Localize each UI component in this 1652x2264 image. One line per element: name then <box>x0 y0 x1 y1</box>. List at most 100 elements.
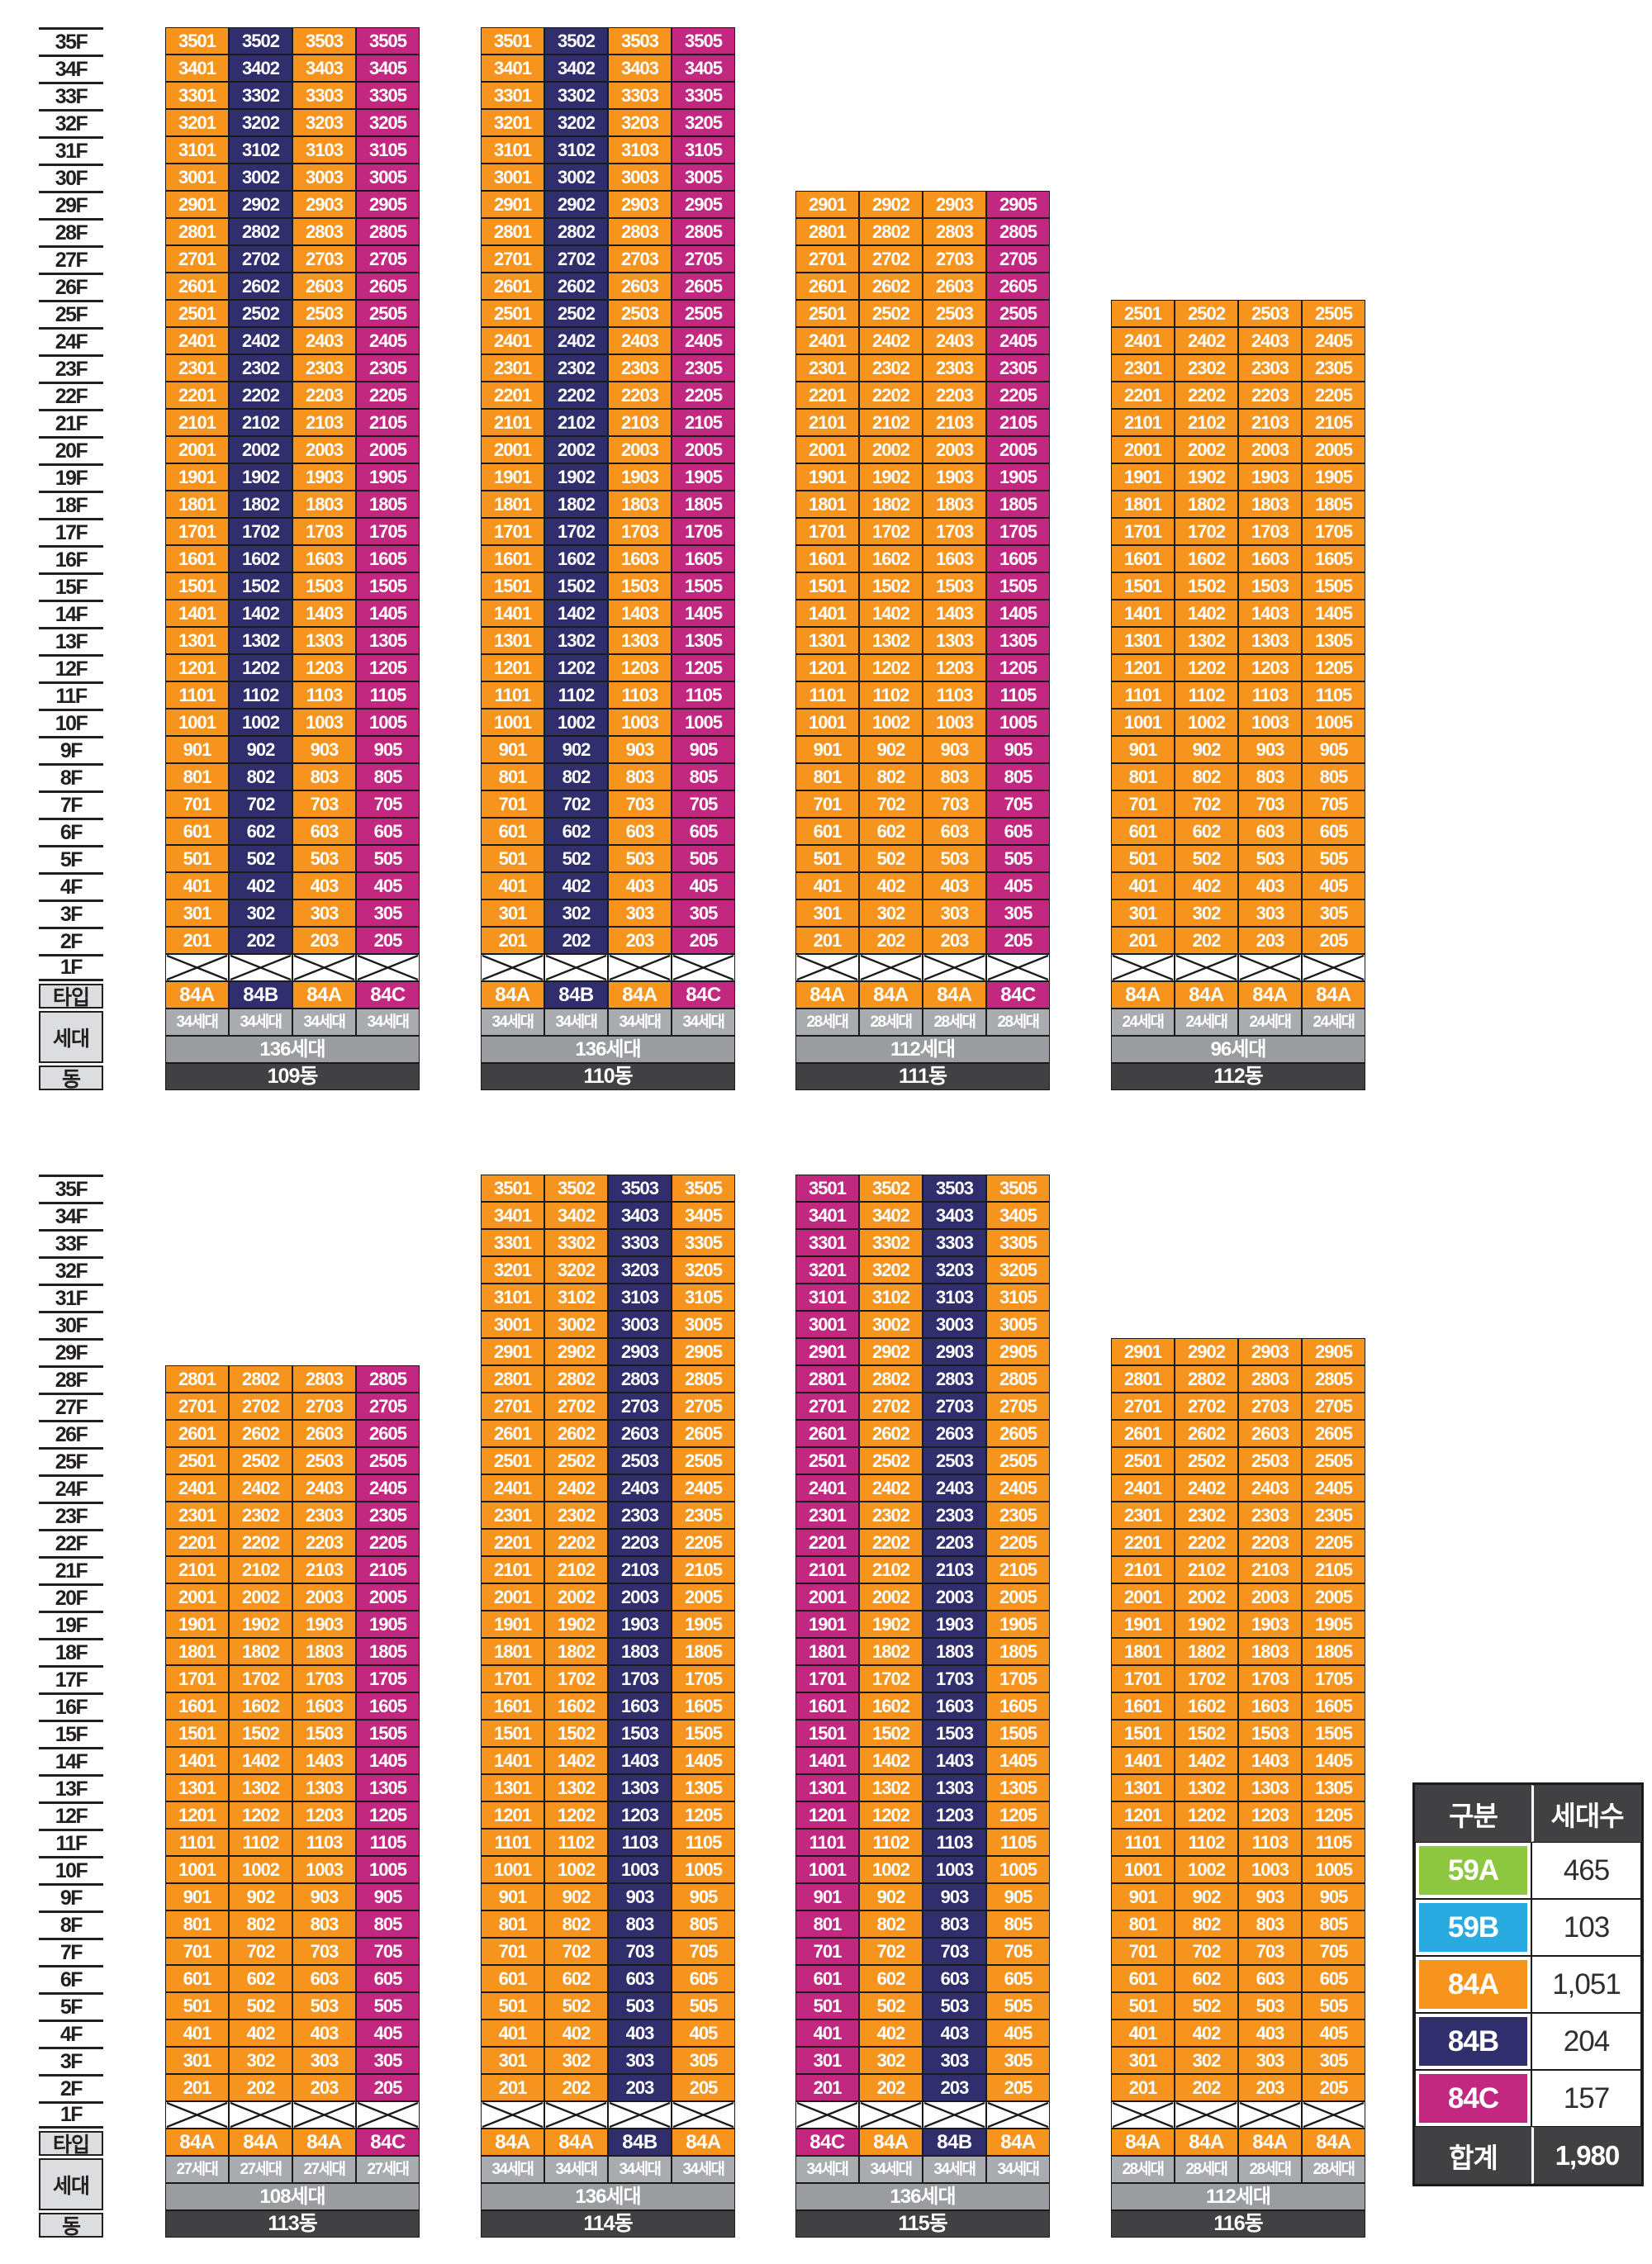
unit-row: 2201 2202 2203 2205 <box>481 1529 735 1556</box>
floor-label: 26F <box>39 273 103 300</box>
unit-cell: 2701 <box>481 1393 544 1420</box>
unit-cell: 2003 <box>1238 1583 1302 1611</box>
unit-cell: 1705 <box>1302 518 1365 545</box>
unit-cell: 1801 <box>795 1638 859 1665</box>
floor-label: 33F <box>39 1229 103 1256</box>
unit-row: 1201 1202 1203 1205 <box>795 1801 1050 1829</box>
unit-cell: 3001 <box>795 1311 859 1338</box>
unit-cell: 1201 <box>1111 1801 1175 1829</box>
unit-cell: 605 <box>986 1965 1050 1992</box>
x-icon <box>860 2102 922 2128</box>
unit-cell: 1305 <box>986 627 1050 654</box>
type-cell: 84B <box>608 2129 672 2156</box>
unit-cell: 1303 <box>1238 1774 1302 1801</box>
pilotis-row <box>481 954 735 981</box>
unit-cell: 1703 <box>292 518 356 545</box>
unit-row: 1101 1102 1103 1105 <box>165 681 420 709</box>
unit-cell: 1501 <box>1111 1720 1175 1747</box>
unit-cell: 903 <box>292 1883 356 1910</box>
unit-cell: 905 <box>356 736 420 763</box>
unit-cell: 1602 <box>229 1692 292 1720</box>
unit-cell: 2301 <box>481 354 544 382</box>
unit-row: 1801 1802 1803 1805 <box>165 1638 420 1665</box>
building-name-row: 116동 <box>1111 2210 1365 2238</box>
unit-cell: 3305 <box>986 1229 1050 1256</box>
floor-label: 11F <box>39 681 103 709</box>
unit-row: 1201 1202 1203 1205 <box>165 1801 420 1829</box>
unit-cell: 2401 <box>481 327 544 354</box>
unit-cell: 705 <box>356 1938 420 1965</box>
floor-label: 1F <box>39 2101 103 2129</box>
x-icon <box>357 2102 419 2128</box>
unit-row: 1901 1902 1903 1905 <box>481 1611 735 1638</box>
unit-row: 501 502 503 505 <box>1111 845 1365 872</box>
unit-cell: 401 <box>1111 2020 1175 2047</box>
x-icon <box>357 955 419 980</box>
unit-row: 2201 2202 2203 2205 <box>1111 382 1365 409</box>
unit-row: 201 202 203 205 <box>1111 2074 1365 2101</box>
unit-cell: 2902 <box>229 191 292 218</box>
floor-label: 17F <box>39 518 103 545</box>
unit-cell: 501 <box>165 1992 229 2020</box>
unit-cell: 1103 <box>608 681 672 709</box>
unit-cell: 2403 <box>608 1474 672 1502</box>
unit-row: 401 402 403 405 <box>481 872 735 899</box>
unit-cell: 2202 <box>544 1529 608 1556</box>
unit-cell: 2801 <box>1111 1365 1175 1393</box>
unit-cell: 1505 <box>672 1720 735 1747</box>
unit-cell: 805 <box>1302 1910 1365 1938</box>
unit-cell: 2003 <box>1238 436 1302 463</box>
unit-cell: 3403 <box>608 1202 672 1229</box>
unit-cell: 1705 <box>356 1665 420 1692</box>
floor-label: 31F <box>39 1284 103 1311</box>
unit-cell: 902 <box>1175 736 1238 763</box>
floor-label: 15F <box>39 572 103 600</box>
unit-row: 2201 2202 2203 2205 <box>795 1529 1050 1556</box>
unit-row: 1001 1002 1003 1005 <box>481 1856 735 1883</box>
legend-swatch-84a: 84A <box>1415 1956 1531 2013</box>
unit-cell: 401 <box>481 872 544 899</box>
unit-row: 401 402 403 405 <box>165 872 420 899</box>
legend-total-value: 1,980 <box>1531 2127 1641 2184</box>
unit-cell: 1301 <box>1111 627 1175 654</box>
line-households-cell: 28세대 <box>986 1009 1050 1036</box>
unit-row: 2901 2902 2903 2905 <box>1111 1338 1365 1365</box>
unit-cell: 2101 <box>481 1556 544 1583</box>
unit-row: 301 302 303 305 <box>795 2047 1050 2074</box>
unit-cell: 2405 <box>1302 327 1365 354</box>
unit-cell: 905 <box>672 736 735 763</box>
unit-cell: 1801 <box>1111 1638 1175 1665</box>
unit-cell: 1405 <box>672 1747 735 1774</box>
unit-row: 1401 1402 1403 1405 <box>795 600 1050 627</box>
unit-cell: 205 <box>672 927 735 954</box>
unit-cell: 2302 <box>544 354 608 382</box>
unit-row: 2601 2602 2603 2605 <box>795 273 1050 300</box>
unit-cell: 703 <box>608 1938 672 1965</box>
unit-row: 2701 2702 2703 2705 <box>165 245 420 273</box>
unit-cell: 401 <box>165 2020 229 2047</box>
total-households-row: 136세대 <box>165 1036 420 1063</box>
unit-cell: 2305 <box>356 354 420 382</box>
unit-cell: 1402 <box>544 600 608 627</box>
unit-cell: 2905 <box>986 1338 1050 1365</box>
unit-cell: 601 <box>795 1965 859 1992</box>
unit-cell: 2403 <box>608 327 672 354</box>
unit-cell: 3505 <box>986 1175 1050 1202</box>
unit-cell: 2502 <box>229 300 292 327</box>
unit-cell: 2301 <box>1111 1502 1175 1529</box>
unit-cell: 3401 <box>165 55 229 82</box>
unit-cell: 1002 <box>229 709 292 736</box>
unit-cell: 3105 <box>672 1284 735 1311</box>
unit-cell: 203 <box>608 927 672 954</box>
legend-table: 구분 세대수 59A 465 59B 103 84A 1,051 84B 204… <box>1412 1782 1644 2186</box>
unit-cell: 2405 <box>986 1474 1050 1502</box>
floor-label: 11F <box>39 1829 103 1856</box>
unit-cell: 1803 <box>608 1638 672 1665</box>
unit-row: 201 202 203 205 <box>481 927 735 954</box>
floor-label: 17F <box>39 1665 103 1692</box>
building-name-cell: 115동 <box>795 2210 1050 2238</box>
unit-row: 1401 1402 1403 1405 <box>481 1747 735 1774</box>
unit-cell: 2602 <box>544 1420 608 1447</box>
unit-cell: 1803 <box>923 1638 986 1665</box>
total-households-cell: 108세대 <box>165 2183 420 2210</box>
